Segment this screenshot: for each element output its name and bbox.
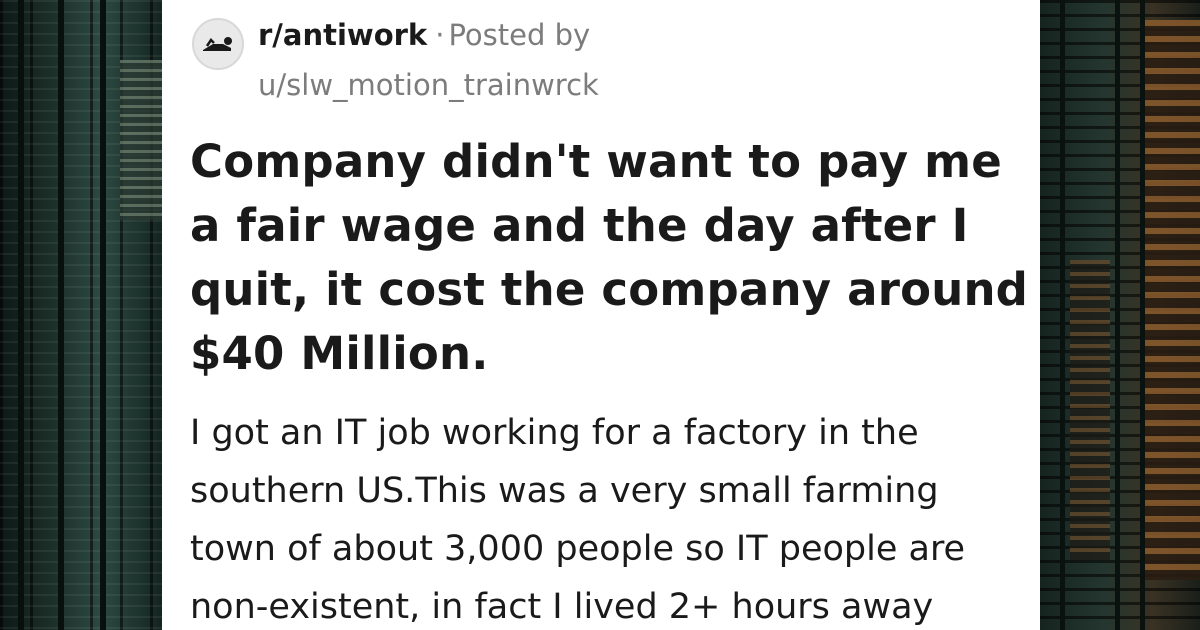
meta-separator: · — [435, 18, 445, 52]
background-building-left — [0, 0, 162, 630]
post-meta-line: r/antiwork · Posted by — [258, 14, 599, 56]
post-meta: r/antiwork · Posted by u/slw_motion_trainw… — [258, 14, 599, 106]
post-title-line: quit, it cost the company around — [190, 263, 1029, 316]
author-username-link[interactable]: u/slw_motion_trainwrck — [258, 68, 599, 102]
post-body: I got an IT job working for a factory in… — [190, 404, 1030, 630]
post-header: r/antiwork · Posted by u/slw_motion_trainw… — [192, 14, 599, 106]
post-body-line: non-existent, in fact I lived 2+ hours a… — [190, 587, 934, 627]
post-body-line: I got an IT job working for a factory in… — [190, 413, 919, 453]
post-body-line: town of about 3,000 people so IT people … — [190, 529, 966, 569]
post-card: r/antiwork · Posted by u/slw_motion_trainw… — [162, 0, 1040, 630]
subreddit-link[interactable]: r/antiwork — [258, 18, 428, 52]
post-title[interactable]: Company didn't want to pay me a fair wag… — [190, 130, 1030, 386]
post-body-line: southern US.This was a very small farmin… — [190, 471, 939, 511]
subreddit-avatar[interactable] — [192, 18, 244, 70]
posted-by-label: Posted by — [448, 18, 591, 52]
post-title-line: Company didn't want to pay me — [190, 135, 1002, 188]
background-building-right — [1040, 0, 1200, 630]
post-title-line: $40 Million. — [190, 327, 489, 380]
post-title-line: a fair wage and the day after I — [190, 199, 969, 252]
reclining-person-icon — [203, 37, 232, 51]
